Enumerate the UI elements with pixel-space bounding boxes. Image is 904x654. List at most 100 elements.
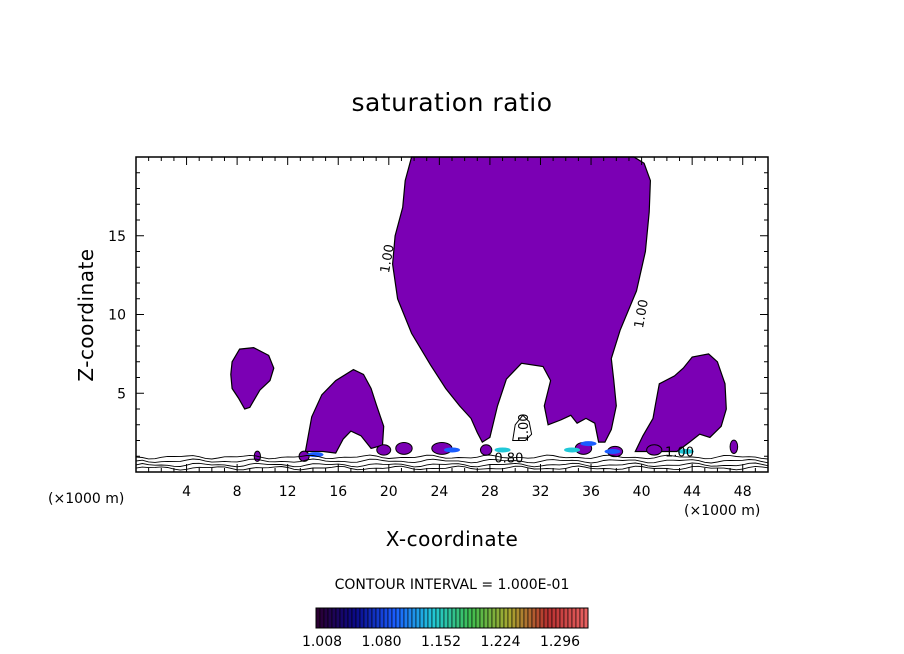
colorbar-cell (343, 607, 349, 629)
x-axis-label: X-coordinate (385, 527, 519, 551)
colorbar-cell (451, 607, 457, 629)
surface-contour-0 (135, 465, 769, 471)
colorbar-cell (511, 607, 517, 629)
right-cloud (634, 353, 727, 453)
small-cloud-0 (376, 444, 392, 456)
y-tick-label: 15 (108, 229, 126, 245)
colorbar-cell (395, 607, 401, 629)
x-tick-label: 4 (182, 484, 191, 500)
surface-contour-3 (135, 454, 769, 460)
colorbar-cell (423, 607, 429, 629)
colorbar-cell (367, 607, 373, 629)
mid-left-cloud (304, 368, 385, 454)
colorbar-tick-label: 1.224 (480, 634, 520, 650)
highlight-3 (677, 449, 694, 455)
highlight-0 (494, 447, 511, 453)
contour-label: 1.00 (517, 413, 532, 442)
colorbar-cell (515, 607, 521, 629)
colorbar-cell (471, 607, 477, 629)
colorbar-cell (371, 607, 377, 629)
colorbar-cell (419, 607, 425, 629)
highlight-4 (604, 449, 621, 455)
x-tick-label: 28 (481, 484, 499, 500)
colorbar-cell (547, 607, 553, 629)
colorbar-cell (531, 607, 537, 629)
contour-label: 1.00 (378, 243, 398, 274)
x-tick-label: 16 (329, 484, 347, 500)
colorbar-cell (455, 607, 461, 629)
colorbar-cell (503, 607, 509, 629)
main-cloud (391, 156, 652, 443)
colorbar-cell (431, 607, 437, 629)
surface-contour-2 (135, 458, 769, 464)
small-cloud-1 (395, 441, 413, 455)
x-tick-label: 12 (279, 484, 297, 500)
colorbar-cell (407, 607, 413, 629)
colorbar-cell (555, 607, 561, 629)
colorbar-cell (583, 607, 589, 629)
y-axis-label: Z-coordinate (74, 248, 98, 382)
colorbar-cell (391, 607, 397, 629)
colorbar-cell (491, 607, 497, 629)
colorbar-cell (459, 607, 465, 629)
colorbar: 1.008 1.080 1.152 1.224 1.296 (302, 607, 589, 650)
x-unit-right: (×1000 m) (684, 503, 761, 519)
colorbar-cell (359, 607, 365, 629)
contour-label: 1.00 (665, 445, 694, 460)
colorbar-cell (347, 607, 353, 629)
small-cloud-9 (729, 439, 739, 455)
colorbar-tick-label: 1.152 (421, 634, 461, 650)
colorbar-frame (315, 607, 589, 629)
colorbar-cell (551, 607, 557, 629)
colorbar-cell (439, 607, 445, 629)
colorbar-cell (331, 607, 337, 629)
colorbar-cell (499, 607, 505, 629)
colorbar-cell (403, 607, 409, 629)
small-cloud-6 (646, 444, 663, 456)
colorbar-cell (575, 607, 581, 629)
contour-fills (230, 156, 739, 462)
colorbar-cell (563, 607, 569, 629)
colorbar-cell (339, 607, 345, 629)
colorbar-cell (355, 607, 361, 629)
y-tick-label: 10 (108, 308, 126, 324)
x-unit-left: (×1000 m) (48, 491, 125, 507)
colorbar-cell (507, 607, 513, 629)
colorbar-cell (411, 607, 417, 629)
colorbar-cell (399, 607, 405, 629)
colorbar-cell (443, 607, 449, 629)
contour-labels: 1.00 1.00 1.00 1.00 0.80 (378, 243, 694, 466)
colorbar-cell (383, 607, 389, 629)
highlight-2 (580, 441, 597, 447)
colorbar-cell (523, 607, 529, 629)
contour-interval-label: CONTOUR INTERVAL = 1.000E-01 (334, 577, 570, 593)
colorbar-cell (427, 607, 433, 629)
contour-lines (135, 454, 769, 471)
x-tick-label: 32 (532, 484, 550, 500)
colorbar-tick-label: 1.296 (540, 634, 580, 650)
colorbar-cell (483, 607, 489, 629)
colorbar-cell (535, 607, 541, 629)
contour-label: 0.80 (494, 452, 523, 467)
colorbar-cell (415, 607, 421, 629)
x-tick-label: 48 (734, 484, 752, 500)
x-tick-label: 24 (430, 484, 448, 500)
highlight-1 (564, 447, 581, 453)
colorbar-cell (479, 607, 485, 629)
colorbar-cell (519, 607, 525, 629)
colorbar-cell (363, 607, 369, 629)
colorbar-cell (435, 607, 441, 629)
colorbar-cell (327, 607, 333, 629)
colorbar-cell (447, 607, 453, 629)
colorbar-cell (463, 607, 469, 629)
colorbar-cell (379, 607, 385, 629)
colorbar-cell (335, 607, 341, 629)
colorbar-cell (567, 607, 573, 629)
colorbar-cell (319, 607, 325, 629)
colorbar-cell (475, 607, 481, 629)
left-cloud (230, 346, 275, 410)
contour-label: 1.00 (632, 298, 652, 329)
